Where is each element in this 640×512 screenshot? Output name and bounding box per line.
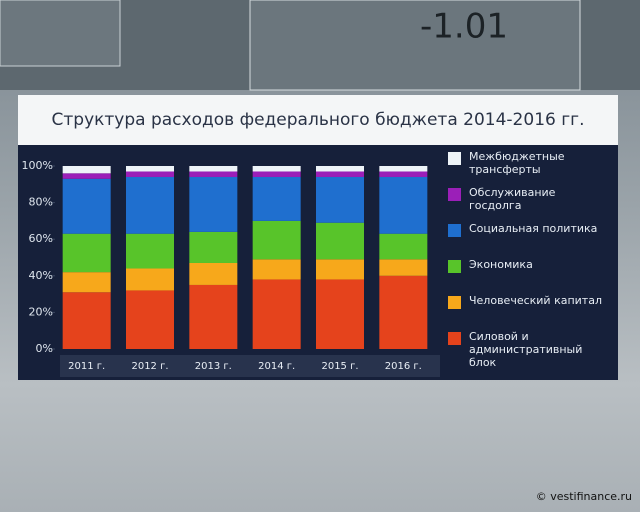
bar-segment [379, 233, 428, 260]
legend: Межбюджетные трансферты Обслуживание госд… [448, 150, 618, 369]
bar-segment [252, 220, 301, 260]
plot: 0% 20% 40% 60% 80% 100% 2011 г. 2012 г. 2013 г. 2… [22, 159, 428, 372]
bar-segment [379, 259, 428, 276]
bar-segment [379, 176, 428, 234]
bar-segment [252, 176, 301, 221]
legend-swatch [448, 260, 461, 273]
bar-segment [62, 272, 111, 293]
y-tick-label: 0% [36, 342, 53, 355]
bar-segment [62, 173, 111, 179]
bar-segment [126, 290, 174, 349]
bar-segment [316, 176, 364, 223]
legend-item: Силовой и административный блок [448, 330, 618, 369]
bar-segment [316, 222, 364, 260]
legend-item: Межбюджетные трансферты [448, 150, 618, 186]
bar-segment [62, 178, 111, 234]
legend-swatch [448, 332, 461, 345]
bar-segment [379, 166, 428, 172]
legend-label: Человеческий капитал [469, 294, 602, 307]
bar-segment [316, 279, 364, 349]
legend-label: Экономика [469, 258, 533, 271]
bar-segment [252, 171, 301, 177]
bar-segment [126, 171, 174, 177]
bar-segment [379, 171, 428, 177]
bar-segment [189, 166, 238, 172]
bar-segment [316, 259, 364, 280]
bar-segment [126, 166, 174, 172]
bar-segment [379, 275, 428, 349]
bar-segment [62, 233, 111, 273]
bar-segment [126, 176, 174, 234]
y-tick-label: 20% [29, 305, 53, 318]
bar-segment [316, 166, 364, 172]
legend-item: Социальная политика [448, 222, 618, 258]
bar-segment [252, 279, 301, 349]
legend-swatch [448, 224, 461, 237]
category-strip [60, 355, 440, 377]
legend-label: Социальная политика [469, 222, 598, 235]
legend-swatch [448, 296, 461, 309]
legend-label: Обслуживание госдолга [469, 186, 556, 212]
bar-segment [126, 268, 174, 291]
x-tick-label: 2011 г. [68, 361, 105, 372]
legend-swatch [448, 152, 461, 165]
title-bar [18, 95, 618, 145]
bar-segment [189, 284, 238, 349]
background-panel [0, 0, 121, 67]
bar-segment [189, 262, 238, 285]
x-tick-label: 2014 г. [258, 361, 295, 372]
y-tick-label: 40% [29, 269, 53, 282]
bar-segment [316, 171, 364, 177]
y-tick-label: 100% [22, 159, 53, 172]
x-tick-label: 2015 г. [321, 361, 358, 372]
legend-item: Обслуживание госдолга [448, 186, 618, 222]
bar-segment [252, 166, 301, 172]
bar-segment [189, 176, 238, 232]
y-tick-label: 80% [29, 196, 53, 209]
x-tick-label: 2016 г. [385, 361, 422, 372]
background-text: -1.01 [420, 7, 508, 47]
watermark: © vestifinance.ru [536, 490, 632, 503]
bar-segment [62, 292, 111, 349]
bar-segment [252, 259, 301, 280]
legend-item: Экономика [448, 258, 618, 294]
bar-segment [62, 166, 111, 174]
bar-segment [189, 231, 238, 263]
legend-item: Человеческий капитал [448, 294, 618, 330]
x-tick-label: 2013 г. [195, 361, 232, 372]
legend-label: Межбюджетные трансферты [469, 150, 565, 176]
x-tick-label: 2012 г. [131, 361, 168, 372]
background-panel [249, 0, 581, 91]
bar-segment [126, 233, 174, 269]
bar-segment [189, 171, 238, 177]
chart-title: Структура расходов федерального бюджета … [52, 110, 585, 130]
legend-label: Силовой и административный блок [469, 330, 583, 369]
legend-swatch [448, 188, 461, 201]
y-tick-label: 60% [29, 232, 53, 245]
